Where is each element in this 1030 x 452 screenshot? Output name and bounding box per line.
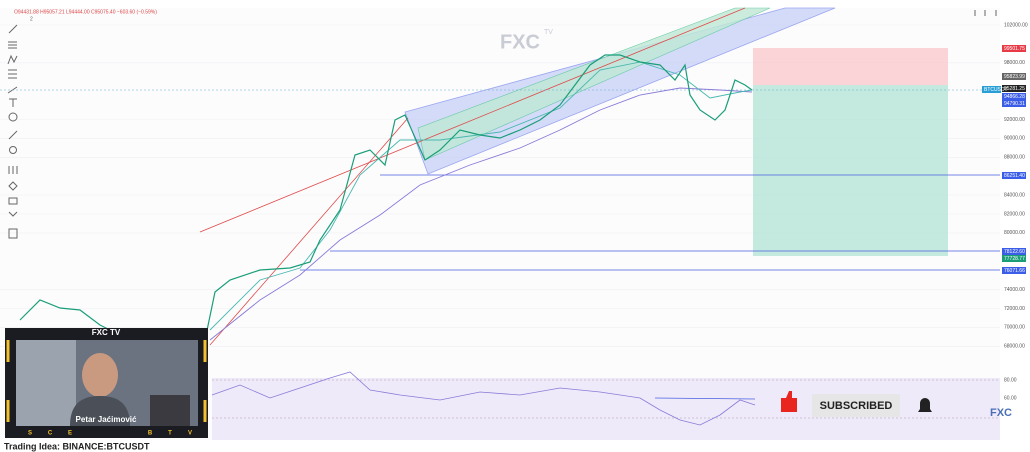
stop-zone bbox=[753, 48, 948, 85]
price-marker: 94790.31 bbox=[1004, 101, 1025, 107]
strip-letter: S bbox=[28, 431, 32, 437]
presenter-name: Petar Jaćimović bbox=[76, 415, 137, 424]
target-zone bbox=[753, 85, 948, 256]
price-tick: 74000.00 bbox=[1004, 287, 1025, 293]
strip-letter: B bbox=[148, 431, 153, 437]
price-marker: 99501.75 bbox=[1004, 46, 1025, 52]
rsi-line bbox=[211, 371, 756, 426]
moving-average bbox=[209, 61, 753, 331]
marker-bg bbox=[1002, 45, 1026, 52]
marker-bg bbox=[1002, 85, 1026, 92]
tool-ruler bbox=[8, 130, 18, 140]
strip-letter: T bbox=[168, 431, 172, 437]
like-icon[interactable] bbox=[781, 391, 797, 412]
tool-lines bbox=[8, 69, 17, 79]
strip-letter: V bbox=[188, 431, 192, 437]
price-marker: 95281.25 bbox=[1004, 86, 1025, 92]
price-tick: 92000.00 bbox=[1004, 117, 1025, 123]
tool-visibility bbox=[8, 211, 18, 217]
watermark: FXC bbox=[500, 31, 540, 53]
person-head bbox=[82, 353, 118, 397]
rsi-tick: 60.00 bbox=[1004, 395, 1017, 401]
moving-average bbox=[209, 87, 753, 341]
tool-draw-mode bbox=[8, 181, 18, 191]
price-tick: 72000.00 bbox=[1004, 306, 1025, 312]
tool-fib bbox=[8, 41, 17, 49]
channel-logo: FXC bbox=[990, 407, 1012, 419]
rsi-trendline bbox=[654, 397, 756, 400]
price-tick: 98000.00 bbox=[1004, 60, 1025, 66]
background-shelf bbox=[16, 340, 76, 426]
bell-icon[interactable] bbox=[918, 398, 932, 414]
price-marker: 94866.28 bbox=[1004, 94, 1025, 100]
frame-accent bbox=[6, 340, 207, 422]
price-marker: 77728.77 bbox=[1004, 256, 1025, 262]
price-tick: 88000.00 bbox=[1004, 155, 1025, 161]
price-marker: 78122.60 bbox=[1004, 249, 1025, 255]
marker-bg bbox=[982, 86, 1001, 93]
strip-letter: C bbox=[48, 431, 53, 437]
channel-inner bbox=[417, 7, 771, 161]
marker-bg bbox=[1002, 255, 1026, 262]
tool-line bbox=[8, 24, 18, 34]
tool-magnet bbox=[8, 166, 18, 174]
interval: 2 bbox=[30, 16, 33, 22]
watermark-tv: TV bbox=[544, 29, 553, 36]
person-body bbox=[70, 396, 130, 426]
price-tick: 82000.00 bbox=[1004, 211, 1025, 217]
price-marker: 86251.40 bbox=[1004, 173, 1025, 179]
tool-pattern bbox=[7, 54, 18, 65]
marker-bg bbox=[1002, 248, 1026, 255]
icon bbox=[974, 10, 1009, 16]
tool-text bbox=[9, 98, 17, 107]
subscribe-label: SUBSCRIBED bbox=[820, 400, 893, 412]
tool-emoji bbox=[8, 112, 18, 122]
price-tick: 90000.00 bbox=[1004, 136, 1025, 142]
marker-bg bbox=[1002, 93, 1026, 100]
subscribe-button[interactable] bbox=[812, 394, 900, 417]
marker-bg bbox=[1002, 100, 1026, 107]
strip-letter: E bbox=[68, 431, 72, 437]
price-marker: 95823.99 bbox=[1004, 74, 1025, 80]
tool-zoom bbox=[9, 146, 17, 154]
chair bbox=[150, 395, 190, 426]
tool-lock bbox=[8, 197, 18, 205]
median-line bbox=[199, 7, 746, 233]
price-axis-ticks: 102000.00 98000.00 92000.00 90000.00 88000.0… bbox=[1004, 22, 1028, 349]
price-marker: 76071.66 bbox=[1004, 268, 1025, 274]
marker-bg bbox=[1002, 172, 1026, 179]
price-tick: 70000.00 bbox=[1004, 325, 1025, 331]
webcam: FXC TV Petar Jaćimović S C E B T V bbox=[5, 328, 208, 438]
ohlc-line: O94431.88 H95057.21 L94444.00 C95075.40 … bbox=[14, 9, 157, 15]
price-axis bbox=[1000, 8, 1030, 440]
marker-bg bbox=[1002, 267, 1026, 274]
price-tick: 80000.00 bbox=[1004, 230, 1025, 236]
rsi-tick: 80.00 bbox=[1004, 377, 1017, 383]
marker-bg bbox=[1002, 73, 1026, 80]
video-caption: Trading Idea: BINANCE:BTCUSDT bbox=[4, 441, 150, 451]
price-markers: 99501.75 95823.99 95281.25 94866.28 9479… bbox=[982, 45, 1026, 274]
toolbar bbox=[7, 24, 18, 239]
tool-trash bbox=[8, 228, 18, 239]
price-tick: 102000.00 bbox=[1004, 22, 1028, 28]
price-tick: 68000.00 bbox=[1004, 344, 1025, 350]
top-right-icons bbox=[974, 10, 1009, 16]
symbol-tag: BTCUSDT bbox=[984, 87, 1008, 93]
webcam-title: FXC TV bbox=[92, 328, 121, 337]
price-tick: 84000.00 bbox=[1004, 192, 1025, 198]
